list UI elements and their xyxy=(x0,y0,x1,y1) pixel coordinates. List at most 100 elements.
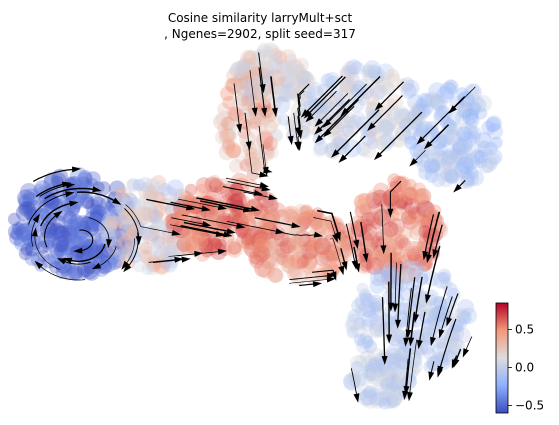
cell-point xyxy=(96,258,112,274)
streamline xyxy=(360,221,367,258)
cell-point xyxy=(474,155,488,169)
cell-point xyxy=(481,120,496,136)
cell-point xyxy=(385,353,398,367)
cell-point xyxy=(236,59,251,74)
cell-point xyxy=(257,99,272,113)
cell-point xyxy=(385,68,400,83)
cell-point xyxy=(290,77,306,94)
cell-point xyxy=(232,61,246,75)
cell-point xyxy=(200,231,216,247)
cell-point xyxy=(173,238,190,255)
cell-point xyxy=(256,43,272,58)
cell-point xyxy=(149,220,168,238)
cell-point xyxy=(299,210,313,224)
streamline-arrow xyxy=(245,141,252,151)
cell-point xyxy=(417,235,434,251)
cell-point xyxy=(392,354,407,369)
cell-point xyxy=(405,277,420,292)
cell-point xyxy=(434,143,448,157)
cell-point xyxy=(396,113,411,129)
cell-point xyxy=(259,62,274,78)
cell-point xyxy=(269,202,286,219)
cell-point xyxy=(60,264,77,281)
cell-point xyxy=(341,236,357,252)
cell-point xyxy=(240,49,258,67)
cell-point xyxy=(391,279,405,292)
cell-point xyxy=(417,92,434,109)
cell-point xyxy=(455,327,471,344)
streamline xyxy=(170,224,221,236)
cell-point xyxy=(296,205,312,222)
cell-point xyxy=(360,130,377,147)
cell-point xyxy=(228,193,243,208)
streamline-arrow xyxy=(386,334,393,344)
streamline xyxy=(405,348,412,391)
cell-point xyxy=(27,235,43,251)
cell-point xyxy=(313,237,332,255)
streamline xyxy=(334,109,380,155)
cell-point xyxy=(243,227,261,246)
cell-point xyxy=(86,233,104,252)
cell-point xyxy=(245,57,263,75)
cell-point xyxy=(273,50,288,65)
cell-point xyxy=(455,109,471,126)
cell-point xyxy=(284,119,297,132)
cell-point xyxy=(42,221,56,236)
cell-point xyxy=(263,252,280,270)
cell-point xyxy=(367,294,385,312)
cell-point xyxy=(402,79,420,97)
colorbar-tick-label: −0.5 xyxy=(515,398,544,412)
cell-point xyxy=(294,57,309,73)
cell-point xyxy=(390,277,405,291)
cell-point xyxy=(106,224,124,242)
cell-point xyxy=(170,188,188,206)
cell-point xyxy=(333,111,351,129)
cell-point xyxy=(260,253,277,270)
cell-point xyxy=(137,205,154,222)
cell-point xyxy=(359,292,374,307)
cell-point xyxy=(367,364,380,377)
cell-point xyxy=(369,322,384,337)
streamline-arrow xyxy=(217,204,228,211)
cell-point xyxy=(89,204,108,223)
cell-point xyxy=(139,241,153,255)
cell-point xyxy=(257,222,275,241)
cell-point xyxy=(110,215,125,230)
cell-point xyxy=(47,222,65,241)
cell-point xyxy=(244,240,261,258)
cell-point xyxy=(382,243,397,258)
cell-point xyxy=(222,115,240,132)
cell-point xyxy=(139,249,153,264)
streamline-arrow xyxy=(223,231,233,238)
streamline xyxy=(262,144,267,172)
cell-point xyxy=(25,242,39,257)
cell-point xyxy=(243,68,257,82)
cell-point xyxy=(369,322,386,339)
streamline-arrow xyxy=(121,260,130,270)
cell-point xyxy=(287,211,300,224)
cell-point xyxy=(128,212,146,230)
cell-point xyxy=(485,116,501,133)
cell-point xyxy=(94,232,111,249)
cell-point xyxy=(289,231,306,247)
streamline-arrow xyxy=(408,337,415,347)
cell-point xyxy=(137,207,155,225)
cell-point xyxy=(490,136,503,149)
cell-point xyxy=(415,125,428,139)
cell-point xyxy=(369,302,383,316)
cell-point xyxy=(232,212,246,226)
cell-point xyxy=(346,59,362,75)
cell-point xyxy=(252,240,271,259)
streamline xyxy=(177,250,223,257)
cell-point xyxy=(370,70,385,85)
cell-point xyxy=(418,304,432,318)
streamline-arrow xyxy=(387,208,394,218)
cell-point xyxy=(385,283,403,300)
cell-point xyxy=(282,208,299,226)
streamline xyxy=(258,52,264,89)
cell-point xyxy=(466,84,480,98)
cell-point xyxy=(257,247,271,261)
cell-point xyxy=(470,149,486,165)
cell-point xyxy=(37,250,50,263)
cell-point xyxy=(422,317,440,336)
